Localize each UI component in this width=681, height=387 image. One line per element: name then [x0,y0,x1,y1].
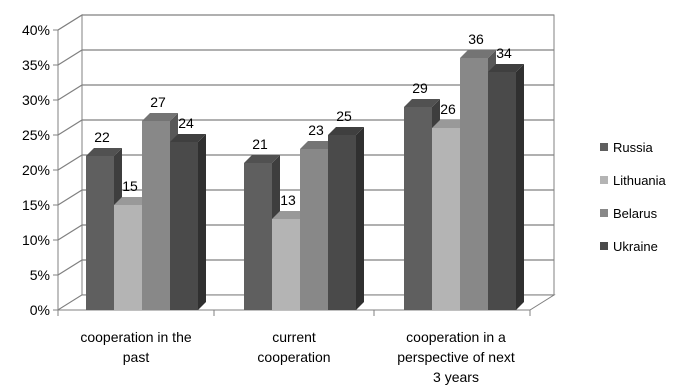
data-label: 36 [468,31,484,47]
bar-front [404,107,432,310]
y-tick-label: 35% [22,57,50,73]
data-label: 21 [252,136,268,152]
data-label: 34 [496,45,512,61]
gridline [57,189,554,206]
data-label: 25 [336,108,352,124]
legend-label: Belarus [613,206,658,221]
bar-front [170,142,198,310]
legend-item-russia: Russia [600,140,654,155]
y-tick-label: 0% [30,302,50,318]
bar-ukraine-0 [170,134,206,310]
bar-side [516,64,524,310]
gridline [57,154,554,171]
x-axis-category-labels: cooperation in the past current cooperation… [80,329,515,385]
y-tick-label: 30% [22,92,50,108]
legend-swatch [600,242,608,250]
y-tick-label: 25% [22,127,50,143]
bar-front [114,205,142,310]
bars [86,50,524,310]
y-tick-label: 10% [22,232,50,248]
bar-top [272,211,308,219]
bar-front [86,156,114,310]
bar-front [460,58,488,310]
bar-top [244,155,280,163]
bar-ukraine-2 [488,64,524,310]
data-label: 24 [178,115,194,131]
legend-swatch [600,176,608,184]
legend-item-belarus: Belarus [600,206,658,221]
gridline [57,84,554,101]
legend-label: Ukraine [613,239,658,254]
y-axis-tick-labels: 0% 5% 10% 15% 20% 25% 30% 35% 40% [22,22,50,318]
bar-top [86,148,122,156]
bar-side [356,127,364,310]
bar-front [488,72,516,310]
gridline [57,119,554,136]
legend-item-lithuania: Lithuania [600,173,667,188]
bar-ukraine-1 [328,127,364,310]
bar-top [300,141,336,149]
data-label: 15 [122,178,138,194]
bar-top [114,197,150,205]
x-category-label: current cooperation [257,329,330,365]
data-label: 23 [308,122,324,138]
x-category-label: cooperation in the past [80,329,192,365]
bar-top [404,99,440,107]
bar-top [432,120,468,128]
data-labels: 22 15 27 24 21 13 23 25 29 26 36 34 [94,31,512,208]
data-label: 26 [440,101,456,117]
bar-front [328,135,356,310]
legend-label: Lithuania [613,173,667,188]
bar-top [170,134,206,142]
bar-top [488,64,524,72]
data-label: 13 [280,192,296,208]
gridline [57,224,554,241]
gridline [57,14,554,31]
bar-front [244,163,272,310]
legend-swatch [600,209,608,217]
bar-side [198,134,206,310]
data-label: 29 [412,80,428,96]
legend-swatch [600,143,608,151]
y-tick-label: 20% [22,162,50,178]
bar-front [300,149,328,310]
legend: Russia Lithuania Belarus Ukraine [600,140,667,254]
bar-front [432,128,460,310]
bar-front [142,121,170,310]
bar-top [142,113,178,121]
bar-top [460,50,496,58]
data-label: 22 [94,129,110,145]
bar-top [328,127,364,135]
y-tick-label: 15% [22,197,50,213]
x-category-label: cooperation in a perspective of next 3 yea… [397,329,515,385]
gridline [57,49,554,66]
y-tick-label: 5% [30,267,50,283]
gridline [57,259,554,276]
legend-item-ukraine: Ukraine [600,239,658,254]
bar-front [272,219,300,310]
y-tick-label: 40% [22,22,50,38]
legend-label: Russia [613,140,654,155]
data-label: 27 [150,94,166,110]
